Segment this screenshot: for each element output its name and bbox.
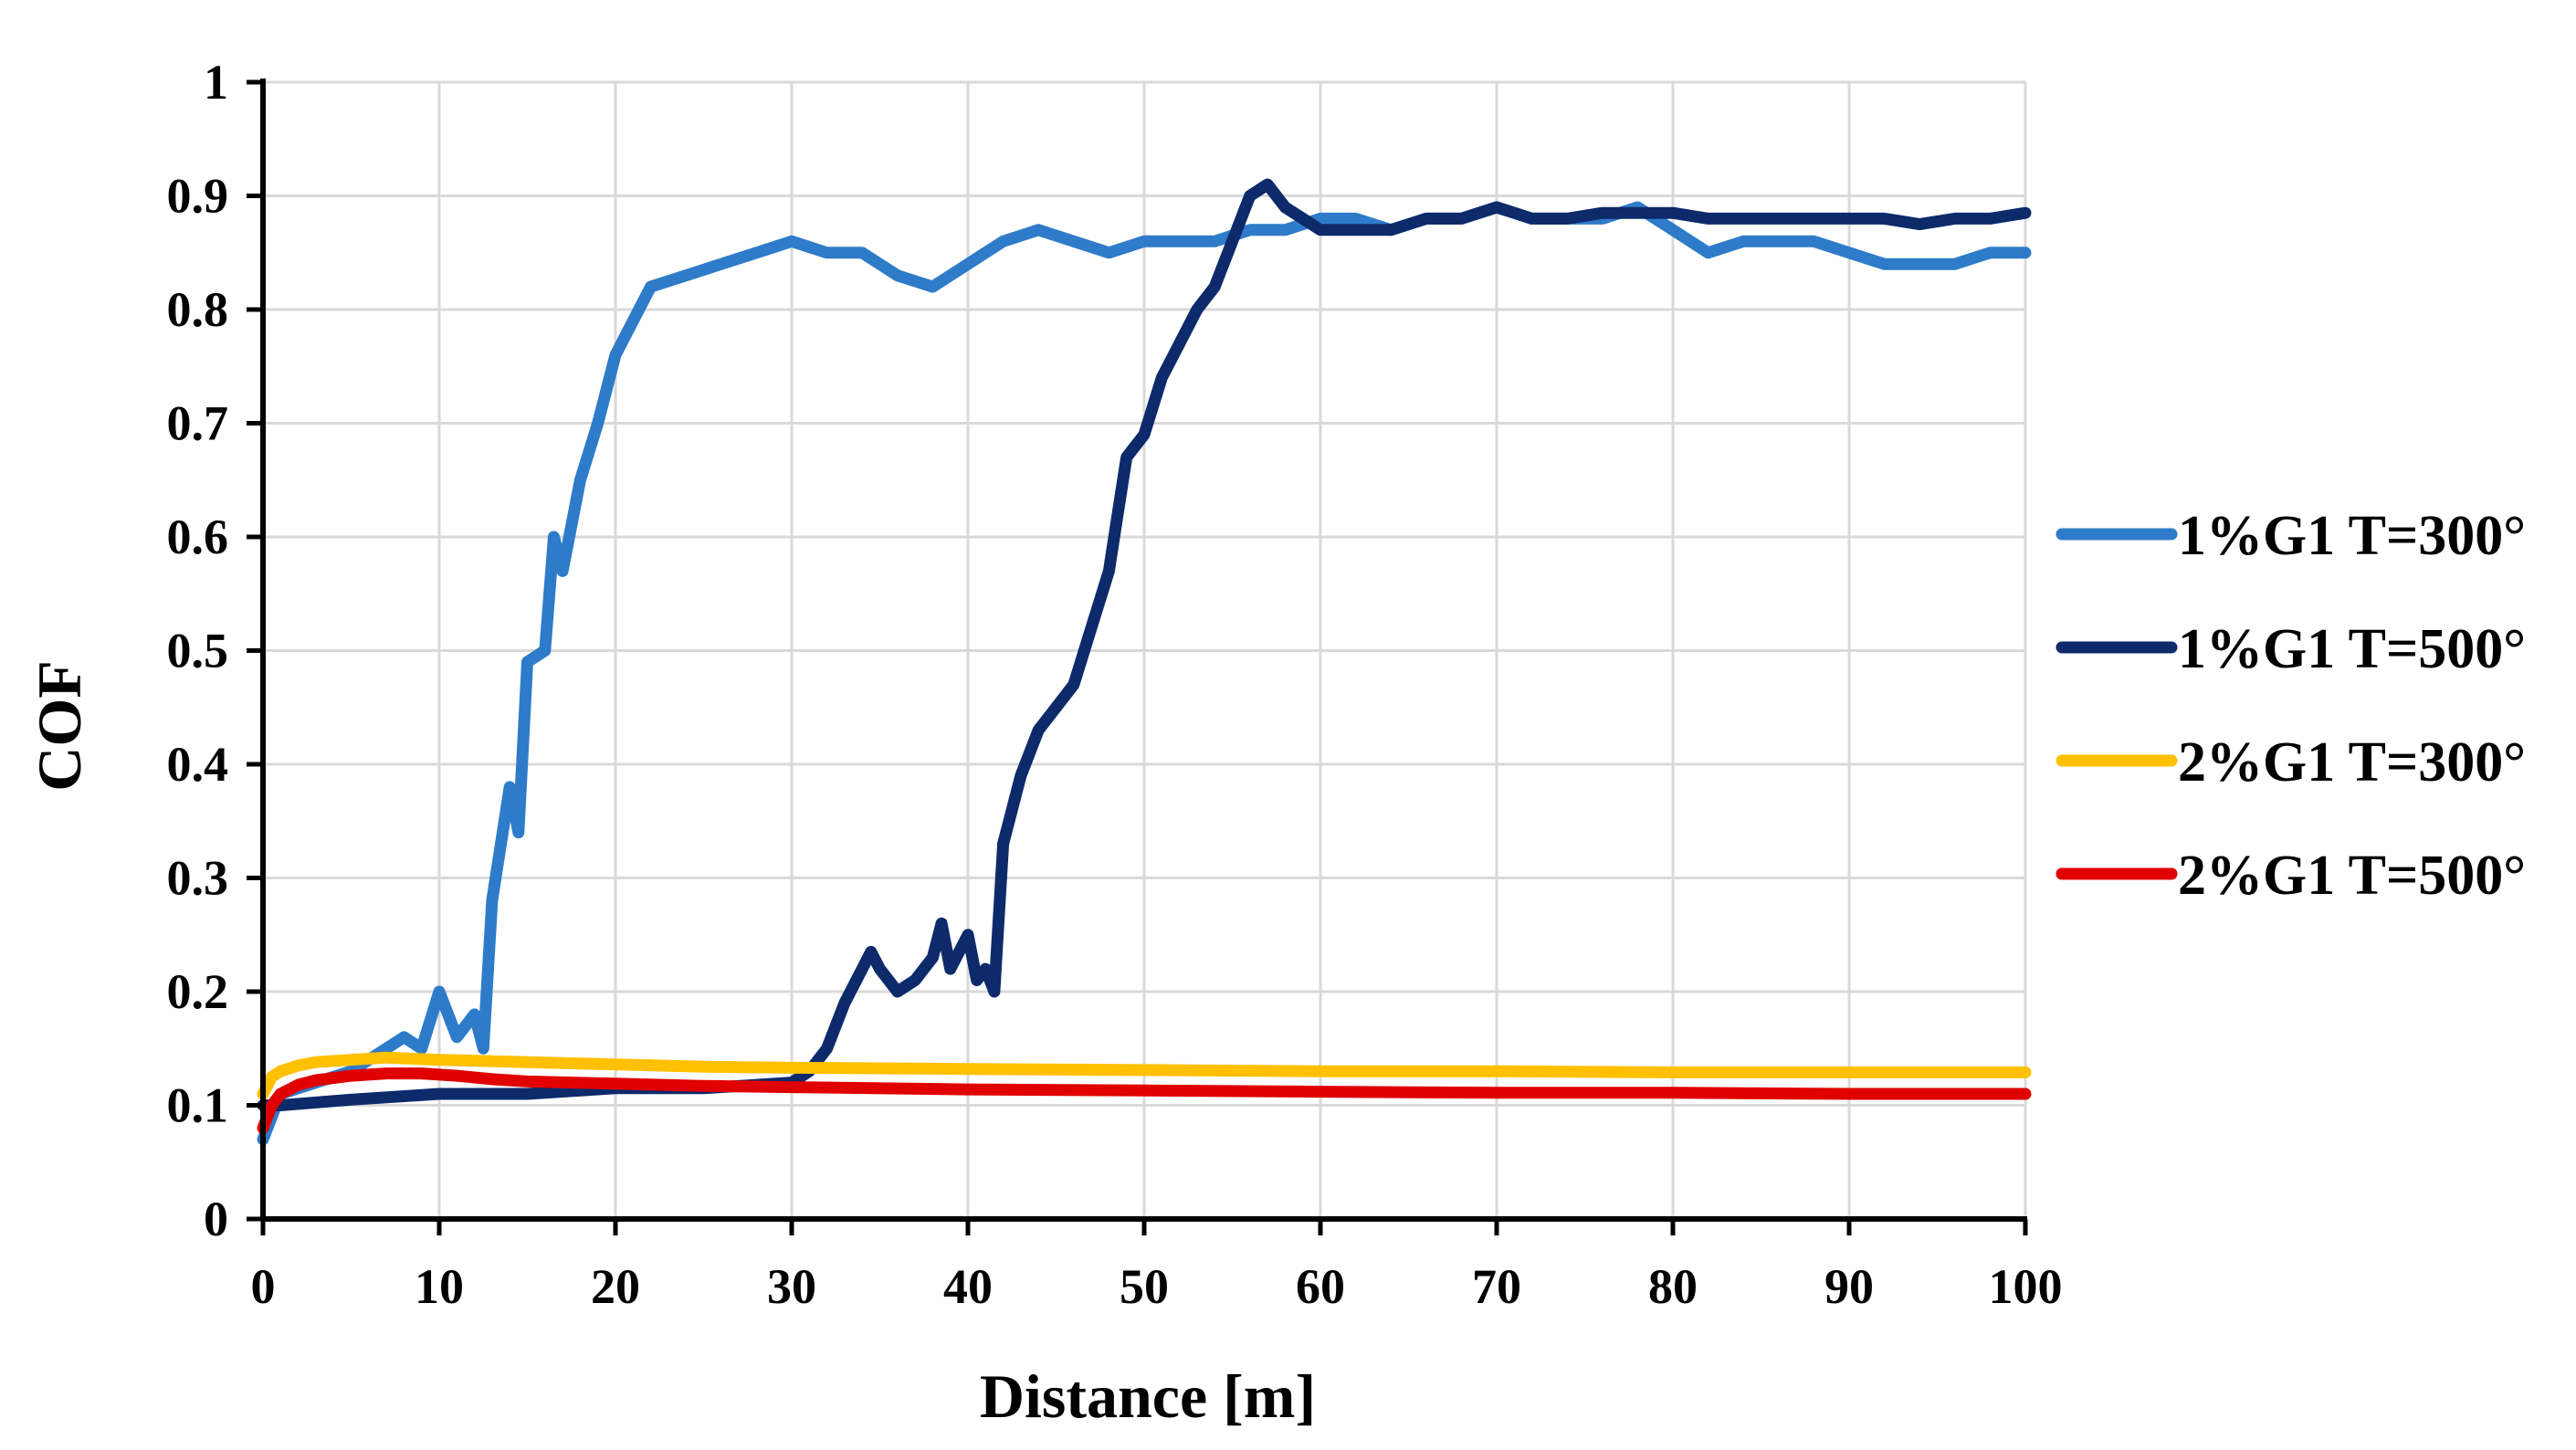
x-tick-label: 100: [1989, 1259, 2063, 1314]
x-tick-label: 60: [1296, 1259, 1345, 1314]
x-axis-title: Distance [m]: [980, 1361, 1316, 1431]
series-line-1: [257, 201, 2032, 1146]
y-tick-label: 0.7: [167, 396, 229, 451]
y-axis-tick-labels: 0 0.1 0.2 0.3 0.4 0.5 0.6 0.7 0.8 0.9 1: [167, 55, 229, 1246]
series-line-3: [257, 1051, 2032, 1100]
y-tick-label: 0.1: [167, 1078, 229, 1133]
y-tick-label: 0.5: [167, 624, 229, 678]
x-tick-label: 90: [1824, 1259, 1874, 1314]
x-tick-label: 30: [767, 1259, 816, 1314]
y-tick-label: 0.3: [167, 851, 229, 906]
legend-label: 2%G1 T=300°: [2178, 731, 2526, 793]
legend-label: 1%G1 T=500°: [2178, 618, 2526, 680]
y-tick-label: 1: [204, 55, 228, 110]
series-line-4: [257, 1067, 2032, 1134]
legend: 1%G1 T=300° 1%G1 T=500° 2%G1 T=300° 2%G1 T=…: [2056, 505, 2526, 907]
x-axis-tick-labels: 0 10 20 30 40 50 60 70 80 90 100: [251, 1259, 2063, 1314]
legend-label: 1%G1 T=300°: [2178, 505, 2526, 567]
x-tick-label: 0: [251, 1259, 276, 1314]
y-tick-label: 0: [204, 1192, 228, 1246]
y-axis-title: COF: [25, 660, 94, 792]
x-tick-label: 70: [1472, 1259, 1521, 1314]
y-tick-label: 0.4: [167, 737, 229, 792]
y-tick-label: 0.6: [167, 510, 229, 564]
y-tick-label: 0.2: [167, 964, 229, 1019]
x-tick-label: 50: [1120, 1259, 1169, 1314]
gridlines: [263, 80, 2027, 1219]
legend-label: 2%G1 T=500°: [2178, 845, 2526, 907]
x-tick-label: 20: [591, 1259, 640, 1314]
y-tick-label: 0.9: [167, 169, 229, 224]
series-line-2: [257, 178, 2032, 1111]
axes: [247, 79, 2028, 1235]
y-tick-label: 0.8: [167, 282, 229, 337]
x-tick-label: 10: [415, 1259, 464, 1314]
series-lines: [257, 178, 2032, 1146]
x-tick-label: 80: [1648, 1259, 1698, 1314]
x-tick-label: 40: [943, 1259, 993, 1314]
